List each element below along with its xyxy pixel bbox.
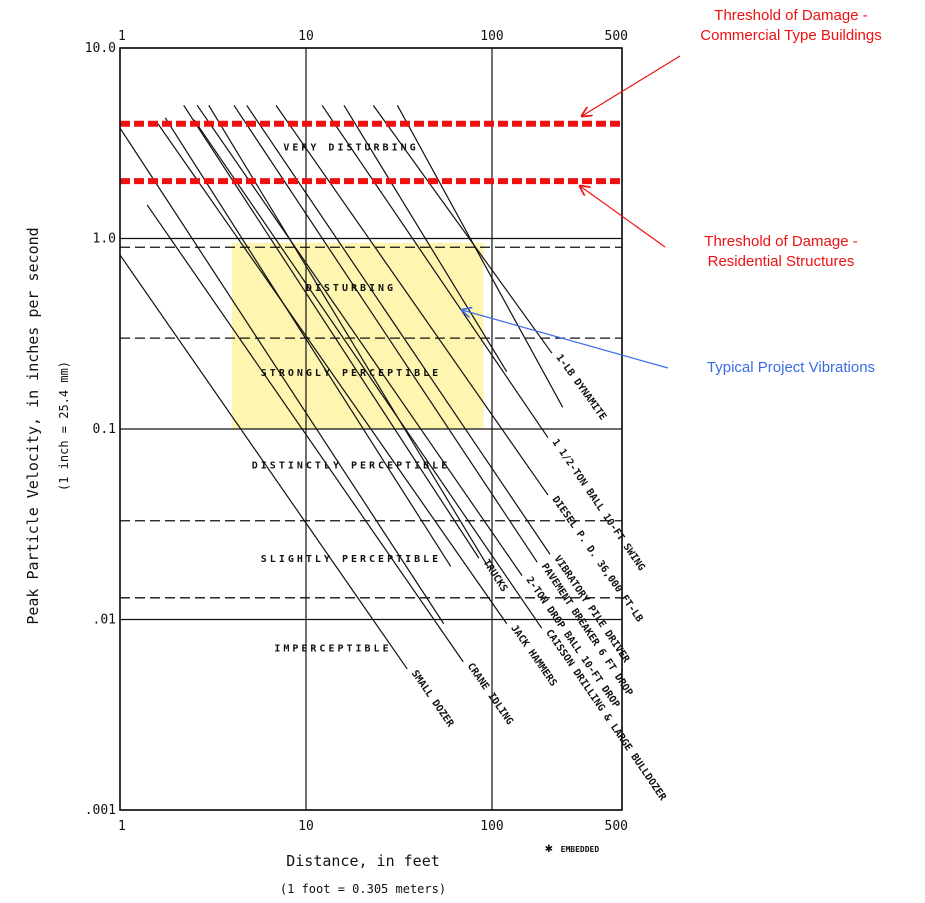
zone-label: STRONGLY PERCEPTIBLE [261, 368, 441, 379]
x-tick-label-top: 10 [298, 29, 314, 44]
zone-label: VERY DISTURBING [283, 142, 418, 153]
y-tick-label: 10.0 [85, 41, 116, 56]
x-tick-label-top: 100 [480, 29, 503, 44]
zone-label: SLIGHTLY PERCEPTIBLE [261, 554, 441, 565]
y-axis-unit-note: (1 inch = 25.4 mm) [57, 361, 71, 491]
y-axis-title: Peak Particle Velocity, in inches per se… [24, 227, 42, 624]
zone-label: DISTINCTLY PERCEPTIBLE [252, 461, 450, 472]
x-tick-label: 100 [480, 819, 503, 834]
y-tick-label: 0.1 [93, 422, 116, 437]
x-tick-label-top: 1 [118, 29, 126, 44]
embedded-footnote-text: EMBEDDED [561, 845, 600, 854]
x-axis-title: Distance, in feet [286, 852, 440, 870]
x-tick-label: 1 [118, 819, 126, 834]
x-axis-unit-note: (1 foot = 0.305 meters) [280, 882, 446, 896]
zone-label: DISTURBING [306, 283, 396, 294]
x-tick-label: 10 [298, 819, 314, 834]
x-tick-label-top: 500 [605, 29, 628, 44]
y-tick-label: 1.0 [93, 232, 116, 247]
typical-vibrations-label: Typical Project Vibrations [707, 359, 875, 376]
y-tick-label: .01 [93, 613, 116, 628]
zone-label: IMPERCEPTIBLE [274, 643, 391, 654]
y-tick-label: .001 [85, 803, 116, 818]
x-tick-label: 500 [605, 819, 628, 834]
